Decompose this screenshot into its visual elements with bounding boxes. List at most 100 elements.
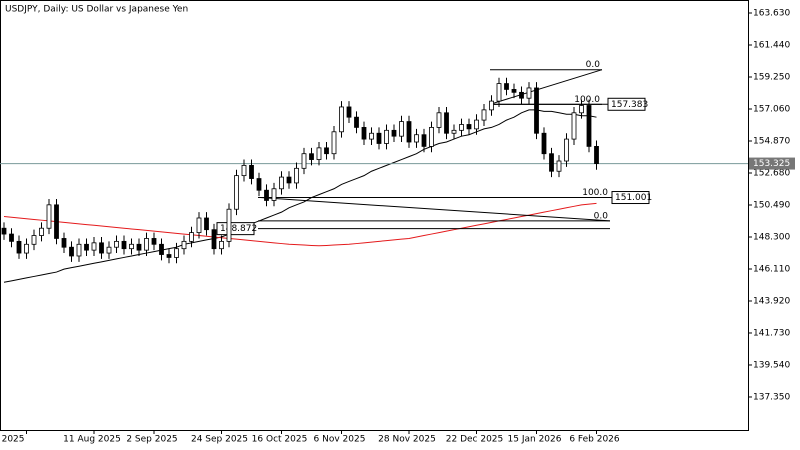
- candle-body: [144, 238, 149, 251]
- candle-body: [489, 100, 494, 111]
- candle-body: [556, 160, 562, 172]
- candle-body: [294, 167, 299, 184]
- candle-body: [421, 134, 427, 147]
- x-tick-label: 6 Nov 2025: [314, 435, 366, 445]
- candle-body: [339, 106, 344, 133]
- fib-label: 100.0: [574, 95, 600, 105]
- candle-body: [564, 138, 569, 162]
- candle-body: [406, 121, 412, 143]
- candle-body: [429, 127, 434, 147]
- y-tick-label: 154.870: [753, 136, 790, 146]
- price-label: 153.325: [753, 159, 790, 169]
- candle-body: [579, 105, 584, 114]
- candle-body: [16, 240, 22, 254]
- candle-body: [219, 240, 224, 250]
- candle-body: [316, 147, 322, 160]
- candle-body: [249, 164, 254, 179]
- candle-body: [534, 87, 539, 134]
- candle-body: [91, 242, 97, 251]
- level-label: 148.872: [220, 224, 257, 234]
- candle-body: [346, 106, 352, 118]
- x-tick-label: 16 Oct 2025: [252, 435, 308, 445]
- candle-body: [279, 176, 284, 190]
- y-tick-label: 137.350: [753, 392, 790, 402]
- y-tick-label: 143.920: [753, 296, 790, 306]
- y-tick-label: 152.680: [753, 168, 790, 178]
- candle-body: [459, 124, 464, 131]
- candle-body: [586, 105, 592, 147]
- candle-body: [151, 238, 157, 245]
- candle-body: [99, 242, 104, 254]
- x-tick-label: 22 Dec 2025: [446, 435, 504, 445]
- candle-body: [444, 112, 449, 134]
- candle-body: [376, 132, 382, 144]
- y-tick-label: 157.060: [753, 104, 790, 114]
- chart-title: USDJPY, Daily: US Dollar vs Japanese Yen: [5, 5, 188, 15]
- candle-body: [196, 217, 202, 234]
- candle-body: [301, 153, 307, 169]
- candle-body: [331, 131, 337, 155]
- fib-label: 0.0: [594, 211, 609, 221]
- candle-body: [166, 254, 172, 258]
- candle-body: [226, 208, 232, 242]
- candle-body: [264, 189, 269, 201]
- candle-body: [46, 204, 52, 229]
- level-box: [216, 222, 255, 236]
- candle-body: [129, 243, 134, 250]
- candle-body: [24, 243, 29, 254]
- x-tick-label: 28 Nov 2025: [378, 435, 436, 445]
- fib-label: 100.0: [582, 188, 608, 198]
- candle-body: [481, 109, 487, 121]
- candle-body: [69, 246, 74, 257]
- y-tick-label: 163.630: [753, 9, 790, 19]
- candle-body: [181, 240, 187, 250]
- y-tick-label: 141.730: [753, 328, 790, 338]
- plot-frame: [0, 0, 749, 431]
- x-tick-label: 24 Sep 2025: [191, 435, 248, 445]
- x-tick-label: 2 Sep 2025: [126, 435, 177, 445]
- candle-body: [114, 240, 119, 248]
- candle-body: [354, 116, 359, 128]
- candle-body: [391, 129, 397, 137]
- x-tick-label: 6 Feb 2026: [569, 435, 620, 445]
- y-tick-label: 148.300: [753, 232, 790, 242]
- candle-body: [136, 243, 142, 251]
- level-box: [611, 191, 650, 205]
- x-tick-label: 15 Jan 2026: [508, 435, 562, 445]
- candle-body: [31, 235, 37, 245]
- candle-body: [61, 238, 67, 248]
- candle-body: [526, 87, 532, 99]
- y-tick-label: 159.250: [753, 72, 790, 82]
- candle-body: [466, 124, 472, 130]
- candle-body: [234, 175, 239, 210]
- candle-body: [496, 83, 502, 102]
- candle-body: [241, 164, 247, 177]
- candle-body: [511, 89, 517, 93]
- candle-body: [174, 248, 179, 258]
- candle-body: [39, 227, 44, 236]
- candle-body: [211, 229, 217, 250]
- candle-body: [121, 240, 127, 250]
- candle-body: [399, 121, 404, 137]
- candle-body: [324, 147, 329, 155]
- candle-body: [384, 129, 389, 144]
- candle-body: [309, 153, 314, 160]
- x-tick-label: 11 Aug 2025: [63, 435, 121, 445]
- candle-body: [1, 227, 7, 235]
- trend-line: [489, 69, 603, 105]
- candle-body: [54, 204, 59, 239]
- candle-body: [451, 129, 457, 134]
- candle-body: [549, 153, 554, 172]
- candle-body: [76, 243, 82, 257]
- candle-body: [541, 132, 547, 155]
- y-tick-label: 146.110: [753, 264, 790, 274]
- candle-body: [256, 178, 262, 191]
- y-tick-label: 139.540: [753, 360, 790, 370]
- trend-line: [259, 197, 611, 222]
- price-box: [749, 157, 795, 170]
- candle-body: [571, 112, 577, 140]
- level-box: [607, 97, 646, 111]
- candle-body: [204, 217, 209, 231]
- candle-body: [84, 243, 89, 251]
